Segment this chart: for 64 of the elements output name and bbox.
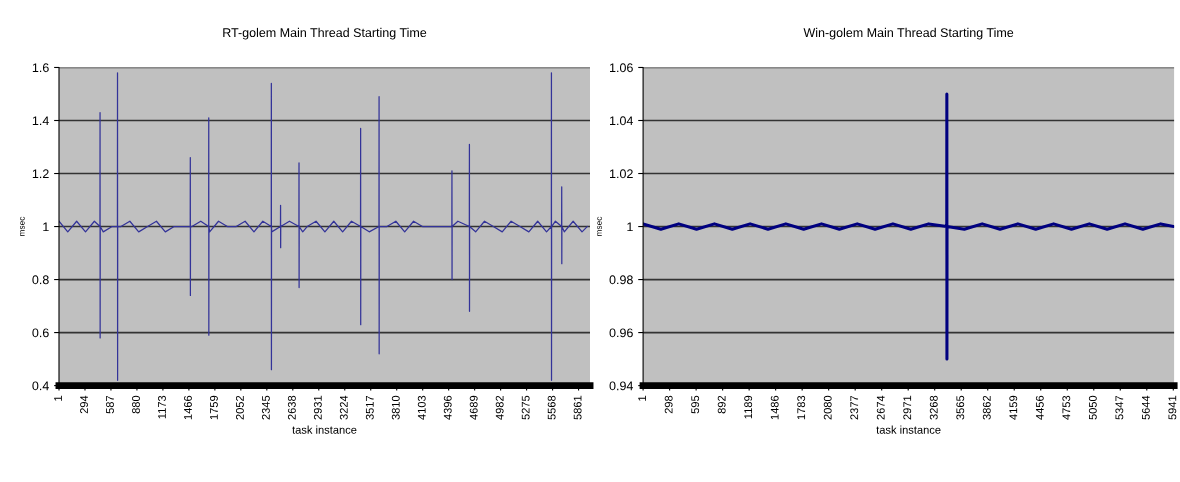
- x-tick-label: 2971: [903, 395, 912, 420]
- x-tick-label: 4982: [495, 395, 504, 420]
- x-tick-label: 5568: [547, 395, 556, 420]
- x-tick-label: 5050: [1088, 395, 1097, 420]
- y-axis-title: msec: [597, 216, 602, 236]
- x-tick-label: 4103: [417, 395, 426, 420]
- y-tick-label: 1.04: [610, 116, 634, 126]
- x-tick-label: 892: [717, 395, 726, 414]
- x-tick-label: 1466: [184, 395, 192, 420]
- chart-title: RT-golem Main Thread Starting Time: [223, 27, 427, 40]
- x-tick-label: 1173: [158, 395, 166, 419]
- x-tick-label: 5275: [521, 395, 530, 420]
- y-tick-label: 0.94: [609, 381, 634, 391]
- y-tick-label: 0.98: [609, 275, 633, 285]
- x-tick-label: 3224: [339, 395, 348, 420]
- x-tick-label: 587: [106, 395, 114, 414]
- y-tick-label: 1.2: [32, 169, 49, 179]
- x-tick-label: 2052: [235, 395, 244, 420]
- x-tick-label: 2377: [850, 395, 859, 420]
- x-tick-label: 3862: [982, 395, 991, 420]
- x-tick-label: 1189: [744, 395, 753, 419]
- line-series: [59, 72, 588, 381]
- x-tick-label: 3810: [391, 395, 400, 420]
- x-tick-label: 3517: [365, 395, 374, 420]
- x-tick-label: 1759: [209, 395, 218, 420]
- x-tick-label: 3268: [929, 395, 938, 420]
- y-tick-label: 0.6: [32, 328, 49, 338]
- x-tick-label: 4159: [1009, 395, 1018, 420]
- y-tick-label: 1.6: [32, 63, 49, 73]
- y-tick-label: 0.8: [32, 275, 49, 285]
- x-tick-label: 2080: [823, 395, 832, 420]
- chart-title: Win-golem Main Thread Starting Time: [803, 27, 1014, 40]
- x-tick-label: 1783: [797, 395, 806, 420]
- y-tick-label: 0.4: [32, 381, 49, 391]
- x-tick-label: 2674: [876, 395, 885, 420]
- x-tick-label: 5861: [573, 395, 582, 420]
- x-tick-label: 595: [691, 395, 700, 414]
- x-tick-label: 880: [132, 395, 140, 414]
- y-tick-label: 1: [627, 222, 633, 232]
- y-tick-label: 1.02: [610, 169, 633, 179]
- y-axis-title: msec: [20, 216, 25, 236]
- x-tick-label: 1: [54, 395, 62, 401]
- y-tick-label: 0.96: [609, 328, 633, 338]
- line-series: [643, 92, 1175, 361]
- x-tick-label: 5347: [1115, 395, 1124, 420]
- x-tick-label: 294: [80, 395, 88, 414]
- x-tick-label: 3565: [956, 395, 965, 420]
- x-tick-label: 2638: [287, 395, 296, 420]
- x-tick-label: 4753: [1062, 395, 1071, 420]
- x-tick-label: 298: [664, 395, 673, 414]
- x-tick-label: 5644: [1141, 395, 1150, 420]
- x-axis-title: task instance: [292, 425, 357, 434]
- x-tick-label: 2931: [313, 395, 322, 420]
- x-tick-label: 1486: [770, 395, 779, 420]
- x-tick-label: 5941: [1168, 395, 1177, 420]
- x-axis-title: task instance: [876, 425, 941, 434]
- y-tick-label: 1.4: [32, 116, 49, 126]
- x-tick-label: 1: [638, 395, 646, 401]
- x-tick-label: 2345: [261, 395, 270, 420]
- x-tick-label: 4456: [1035, 395, 1044, 420]
- x-tick-label: 4396: [443, 395, 452, 420]
- x-tick-label: 4689: [469, 395, 478, 420]
- y-tick-label: 1.06: [610, 63, 633, 73]
- y-tick-label: 1: [43, 222, 49, 232]
